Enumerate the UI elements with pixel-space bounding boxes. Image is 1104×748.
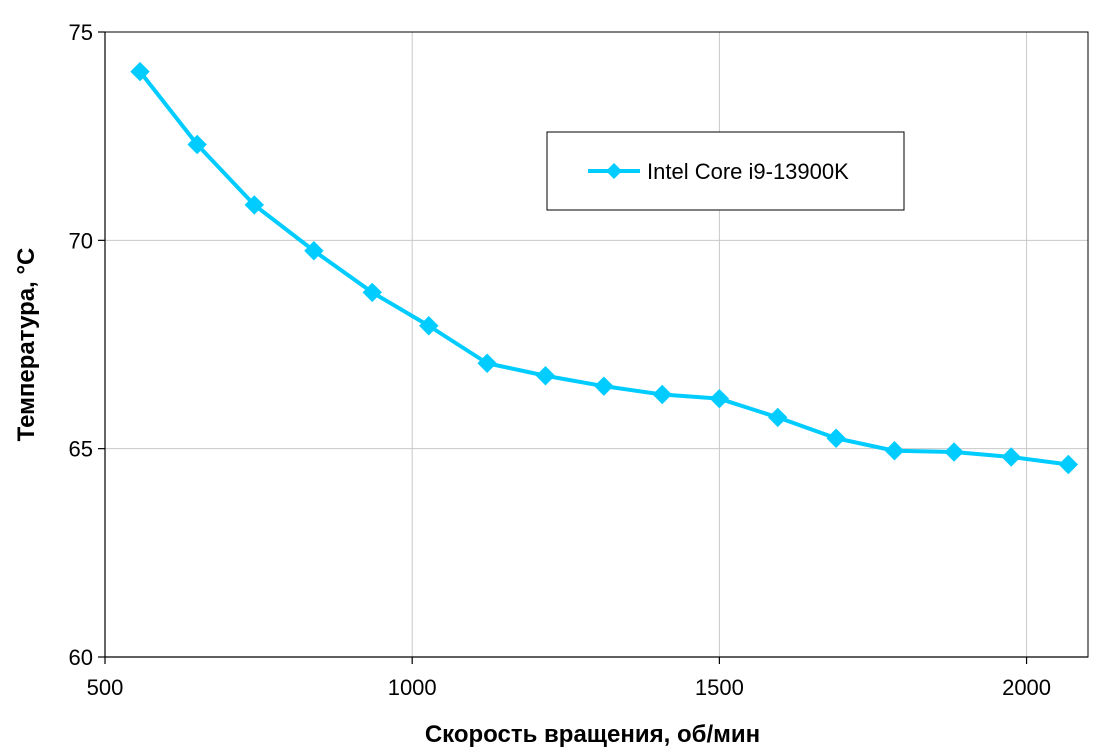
x-tick-label-500: 500 — [87, 675, 124, 700]
series-0-point-13 — [884, 441, 905, 461]
y-tick-label-75: 75 — [69, 20, 93, 45]
legend: Intel Core i9-13900K — [546, 131, 905, 211]
x-tick-label-1000: 1000 — [388, 675, 437, 700]
y-tick-label-60: 60 — [69, 645, 93, 670]
series-0-point-6 — [477, 353, 497, 373]
grid — [105, 32, 1088, 657]
series-0-point-4 — [362, 282, 382, 303]
series-0-point-14 — [944, 442, 964, 462]
series-0-point-9 — [652, 384, 672, 405]
series-0-point-3 — [304, 241, 324, 261]
series-0-point-10 — [709, 388, 730, 409]
y-tick-label-65: 65 — [69, 437, 93, 462]
series-0-point-12 — [826, 428, 846, 448]
x-axis-title: Скорость вращения, об/мин — [425, 721, 760, 748]
legend-label-series-0: Intel Core i9-13900K — [647, 159, 849, 184]
series-0-point-11 — [768, 407, 788, 428]
series-0-point-8 — [594, 376, 614, 396]
series-0-point-1 — [187, 134, 207, 155]
series-0-point-0 — [130, 61, 150, 82]
y-axis-title: Температура, °C — [13, 248, 40, 442]
series-0-point-16 — [1058, 454, 1079, 475]
series-0-point-15 — [1001, 447, 1021, 467]
x-tick-label-1500: 1500 — [695, 675, 744, 700]
plot-area-frame — [104, 31, 1089, 658]
series-0-line — [138, 69, 1071, 467]
y-tick-label-70: 70 — [69, 228, 93, 253]
x-tick-label-2000: 2000 — [1002, 675, 1051, 700]
series-0-point-2 — [244, 195, 265, 215]
series-0-point-5 — [419, 316, 439, 336]
legend-diamond-marker — [606, 163, 622, 179]
series-0-point-7 — [535, 366, 556, 386]
series-layer — [130, 61, 1079, 475]
axes: 60 65 70 75 500 1000 1500 2000 — [69, 20, 1088, 700]
